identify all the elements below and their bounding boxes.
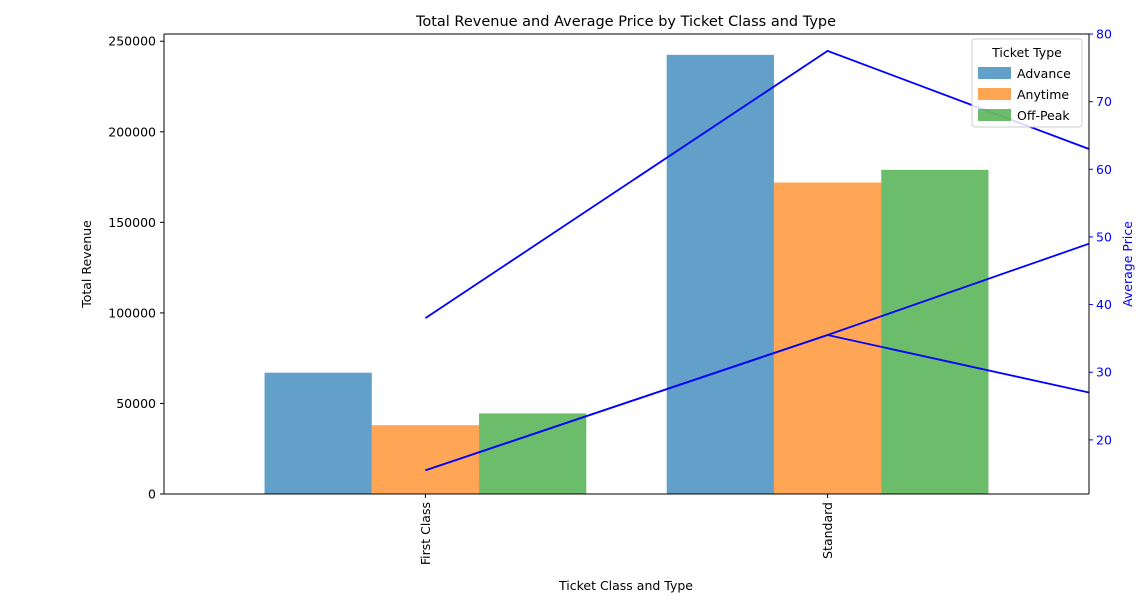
x-axis-label: Ticket Class and Type <box>558 578 693 593</box>
y-tick-label: 0 <box>148 487 156 502</box>
x-tick-label: First Class <box>418 502 433 565</box>
x-tick-label: Standard <box>820 502 835 559</box>
legend-swatch <box>978 109 1011 121</box>
y2-tick-label: 80 <box>1096 27 1112 42</box>
legend-entry-label: Advance <box>1017 66 1071 81</box>
y-axis-label: Total Revenue <box>79 220 94 309</box>
legend-box <box>971 38 1083 128</box>
bar-anytime-1 <box>371 425 480 494</box>
legend-entry-label: Anytime <box>1017 87 1069 102</box>
y2-tick-label: 60 <box>1096 162 1112 177</box>
bar-off-peak-1 <box>479 413 587 494</box>
y-tick-label: 250000 <box>108 34 156 49</box>
y-tick-label: 50000 <box>116 396 156 411</box>
y2-tick-label: 30 <box>1096 365 1112 380</box>
average-price-line-3 <box>425 242 1089 472</box>
bar-anytime-2 <box>773 182 882 494</box>
bar-advance-2 <box>666 54 774 494</box>
chart-title: Total Revenue and Average Price by Ticke… <box>415 14 836 30</box>
bar-advance-1 <box>264 372 372 494</box>
y2-tick-label: 70 <box>1096 94 1112 109</box>
y-tick-label: 100000 <box>108 305 156 320</box>
legend-swatch <box>978 88 1011 100</box>
y2-axis-label: Average Price <box>1120 221 1135 307</box>
legend-title: Ticket Type <box>991 45 1062 60</box>
bar-off-peak-2 <box>881 169 989 494</box>
y2-tick-label: 50 <box>1096 229 1112 244</box>
y-tick-label: 150000 <box>108 215 156 230</box>
plot-area: 0 50000 100000 150000 200000 250000 20 30 40 50 60… <box>108 27 1112 566</box>
legend-swatch <box>978 67 1011 79</box>
legend: Ticket Type Advance Anytime Off-Peak <box>971 38 1083 128</box>
y-tick-label: 200000 <box>108 124 156 139</box>
legend-entry-label: Off-Peak <box>1017 108 1070 123</box>
y2-tick-label: 20 <box>1096 432 1112 447</box>
y2-tick-label: 40 <box>1096 297 1112 312</box>
